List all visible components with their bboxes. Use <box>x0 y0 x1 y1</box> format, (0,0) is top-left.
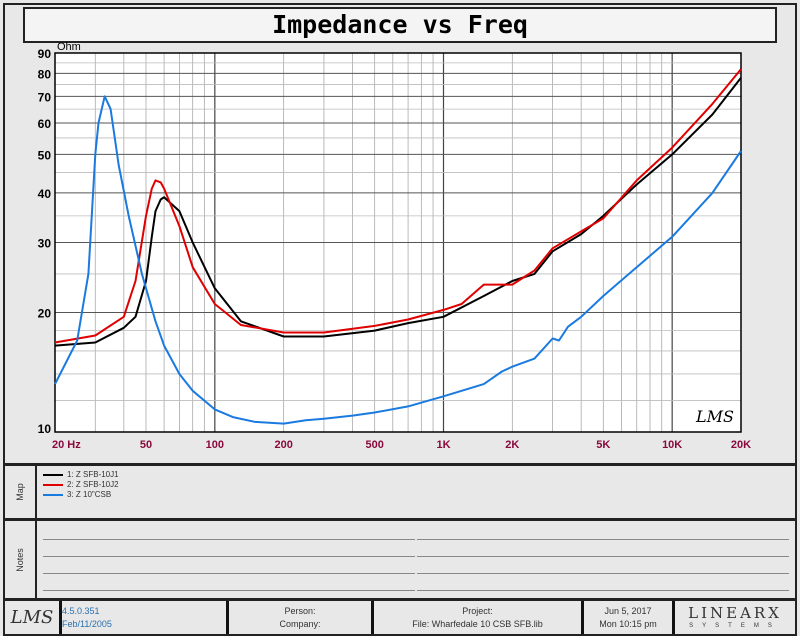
brand-logo: LINEARX <box>688 604 782 622</box>
y-tick-label: 30 <box>38 237 52 251</box>
lms-logo: LMS <box>5 601 59 634</box>
legend-swatch <box>43 474 63 476</box>
map-label: Map <box>14 483 25 501</box>
project: Project: <box>462 605 493 616</box>
notes-label: Notes <box>14 547 25 572</box>
file-name: File: Wharfedale 10 CSB SFB.lib <box>412 618 543 629</box>
x-tick-label: 10K <box>662 439 682 451</box>
lms-watermark: LMS <box>695 407 734 426</box>
notes-line <box>43 556 415 557</box>
y-tick-label: 10 <box>38 422 52 436</box>
y-tick-label: 40 <box>38 187 52 201</box>
legend-item: 3: Z 10"CSB <box>43 490 119 500</box>
notes-line <box>417 539 789 540</box>
y-tick-label: 70 <box>38 90 52 104</box>
y-tick-label: 20 <box>38 306 52 320</box>
time: Mon 10:15 pm <box>599 618 657 629</box>
notes-panel: Notes <box>3 519 797 600</box>
x-tick-label: 200 <box>274 439 292 451</box>
x-tick-label: 100 <box>206 439 224 451</box>
x-tick-label: 2K <box>505 439 519 451</box>
company: Company: <box>279 618 321 629</box>
legend-item: 1: Z SFB-10J1 <box>43 470 119 480</box>
legend-label: 2: Z SFB-10J2 <box>67 480 119 489</box>
legend-label: 1: Z SFB-10J1 <box>67 470 119 479</box>
legend: 1: Z SFB-10J1 2: Z SFB-10J2 3: Z 10"CSB <box>43 470 119 500</box>
footer: LMS 4.5.0.351 Feb/11/2005 Person: Compan… <box>3 599 797 636</box>
y-tick-label: 90 <box>38 47 52 61</box>
x-tick-label: 50 <box>140 439 152 451</box>
notes-line <box>43 539 415 540</box>
impedance-chart: 10 20 30 40 50 60 70 80 90 20 Hz 50 100 200 500 1K 2K 5K… <box>38 41 752 451</box>
chart-title: Impedance vs Freq <box>23 7 777 43</box>
map-panel: Map 1: Z SFB-10J1 2: Z SFB-10J2 3: Z 10"CS… <box>3 464 797 520</box>
x-tick-label: 1K <box>436 439 450 451</box>
legend-label: 3: Z 10"CSB <box>67 490 112 499</box>
notes-line <box>43 573 415 574</box>
notes-line <box>417 573 789 574</box>
x-tick-label: 500 <box>365 439 383 451</box>
series-line <box>54 95 742 425</box>
build-date: Feb/11/2005 <box>62 618 112 629</box>
x-tick-label: 20K <box>731 439 751 451</box>
legend-swatch <box>43 494 63 496</box>
x-tick-label: 5K <box>596 439 610 451</box>
y-tick-label: 50 <box>38 148 52 162</box>
y-tick-label: 80 <box>38 67 52 81</box>
legend-swatch <box>43 484 63 486</box>
legend-item: 2: Z SFB-10J2 <box>43 480 119 490</box>
date: Jun 5, 2017 <box>604 605 652 616</box>
person: Person: <box>284 605 316 616</box>
y-axis-label: Ohm <box>57 41 81 53</box>
version: 4.5.0.351 <box>62 605 100 616</box>
x-tick-label: 20 Hz <box>52 439 81 451</box>
brand-sub: SYSTEMS <box>689 623 781 629</box>
notes-line <box>417 590 789 591</box>
notes-line <box>417 556 789 557</box>
series-line <box>54 68 742 344</box>
plot-border <box>54 52 742 433</box>
notes-line <box>43 590 415 591</box>
y-tick-label: 60 <box>38 117 52 131</box>
